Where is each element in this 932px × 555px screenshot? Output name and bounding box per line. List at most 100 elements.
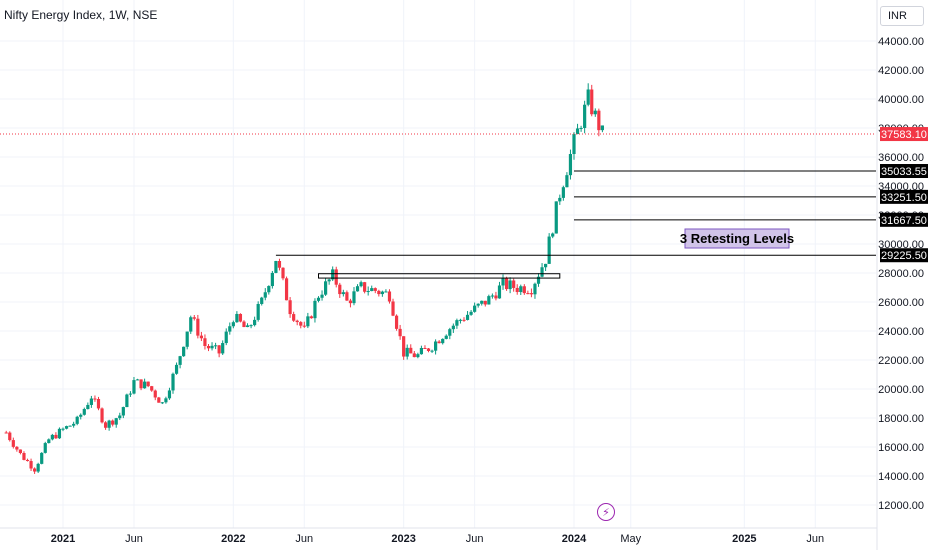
candle-body xyxy=(167,390,172,399)
candle-body xyxy=(25,459,30,462)
candle-body xyxy=(554,201,558,234)
candle-body xyxy=(597,110,601,131)
candle-body xyxy=(426,348,431,351)
candle-body xyxy=(50,434,54,440)
x-tick-label: Jun xyxy=(295,533,313,545)
candle-body xyxy=(192,317,196,319)
candle-body xyxy=(380,291,384,295)
candle-body xyxy=(157,397,161,403)
candle-body xyxy=(579,127,583,129)
candle-body xyxy=(118,415,122,419)
candle-body xyxy=(544,263,548,268)
candle-body xyxy=(299,322,303,326)
candle-body xyxy=(387,291,392,302)
candle-body xyxy=(373,288,377,291)
candle-body xyxy=(512,280,516,288)
candle-body xyxy=(508,280,512,290)
candle-body xyxy=(54,434,58,439)
candle-body xyxy=(504,278,509,290)
candle-body xyxy=(398,328,402,337)
candle-body xyxy=(40,452,44,464)
candle-body xyxy=(405,347,409,357)
candle-body xyxy=(284,278,289,301)
candle-body xyxy=(501,278,505,286)
x-tick-label: Jun xyxy=(466,533,484,545)
support-price-label: 35033.55 xyxy=(881,166,927,178)
candle-body xyxy=(334,269,338,285)
candle-body xyxy=(533,283,537,295)
x-tick-label: 2025 xyxy=(732,533,756,545)
candle-body xyxy=(253,319,257,326)
candle-body xyxy=(199,335,203,339)
candle-body xyxy=(213,345,218,347)
candle-body xyxy=(111,420,115,425)
candle-body xyxy=(568,154,573,176)
currency-selector[interactable]: INR xyxy=(880,6,924,26)
candle-body xyxy=(444,335,448,339)
candle-body xyxy=(33,468,37,472)
support-price-label: 31667.50 xyxy=(881,215,927,227)
candle-body xyxy=(437,341,441,344)
candle-body xyxy=(174,364,179,374)
x-tick-label: 2023 xyxy=(391,533,415,545)
candle-body xyxy=(150,386,154,391)
candle-body xyxy=(224,331,228,344)
candle-body xyxy=(8,432,12,441)
candle-body xyxy=(217,345,221,354)
candle-body xyxy=(497,285,502,299)
candle-body xyxy=(263,292,267,298)
candle-body xyxy=(228,326,232,332)
candle-body xyxy=(316,297,321,301)
candle-body xyxy=(394,315,399,329)
x-tick-label: May xyxy=(620,533,641,545)
candle-body xyxy=(586,89,590,105)
candle-body xyxy=(277,260,282,268)
candle-body xyxy=(89,398,93,405)
candle-body xyxy=(359,282,363,287)
y-tick-label: 14000.00 xyxy=(878,471,924,483)
candle-body xyxy=(338,284,342,295)
candle-body xyxy=(128,393,133,395)
x-tick-label: Jun xyxy=(806,533,824,545)
x-tick-label: 2022 xyxy=(221,533,245,545)
candle-body xyxy=(29,461,33,469)
candle-body xyxy=(79,414,83,417)
candle-body xyxy=(370,288,374,292)
candle-body xyxy=(519,286,523,293)
retest-zone xyxy=(318,273,561,279)
candle-body xyxy=(441,338,445,344)
candle-body xyxy=(391,301,395,316)
y-tick-label: 22000.00 xyxy=(878,355,924,367)
x-tick-label: Jun xyxy=(125,533,143,545)
chart-title: Nifty Energy Index, 1W, NSE xyxy=(4,8,158,22)
candle-body xyxy=(267,286,271,293)
candle-body xyxy=(57,428,62,439)
candle-body xyxy=(309,316,314,319)
lightning-icon[interactable]: ⚡ xyxy=(597,503,615,521)
candle-body xyxy=(465,314,470,320)
candle-body xyxy=(256,303,260,320)
annotation-bg xyxy=(684,228,790,249)
last-price-tag xyxy=(880,127,928,142)
candle-body xyxy=(522,286,526,294)
candle-body xyxy=(82,409,86,415)
candle-body xyxy=(323,281,328,295)
support-price-tag xyxy=(880,248,928,263)
x-tick-label: 2021 xyxy=(51,533,75,545)
candle-body xyxy=(295,320,299,323)
y-tick-label: 16000.00 xyxy=(878,442,924,454)
support-price-label: 33251.50 xyxy=(881,192,927,204)
candle-body xyxy=(313,300,317,319)
candle-body xyxy=(483,300,487,305)
candle-body xyxy=(281,267,285,279)
candle-body xyxy=(331,269,335,280)
candle-body xyxy=(583,104,587,128)
y-tick-label: 44000.00 xyxy=(878,36,924,48)
candle-body xyxy=(430,350,434,352)
candle-body xyxy=(75,416,79,424)
candle-body xyxy=(540,267,544,277)
candle-body xyxy=(434,341,438,351)
candle-body xyxy=(600,125,604,131)
